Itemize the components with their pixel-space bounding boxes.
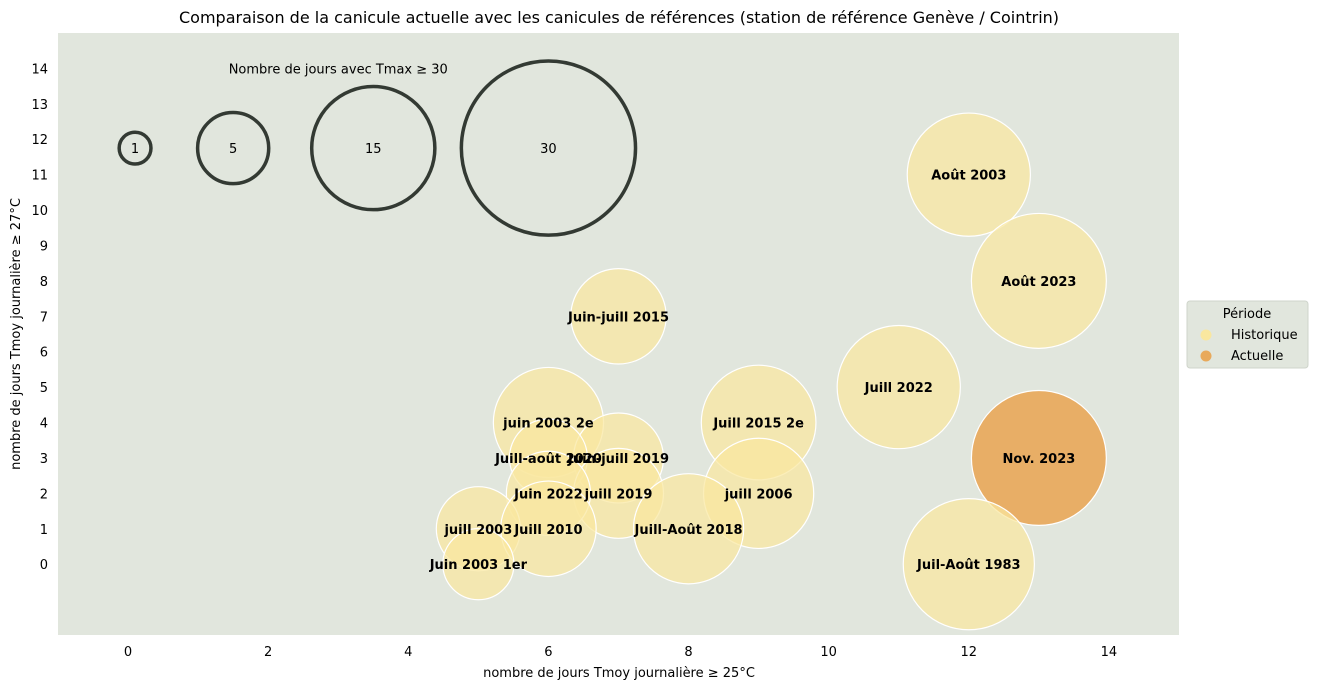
bubble (836, 324, 961, 450)
bubble (902, 498, 1035, 631)
y-tick-label: 11 (31, 169, 48, 184)
bubble-label: Juill-août 2020 (494, 452, 602, 467)
size-legend-ring (309, 84, 437, 212)
bubble (632, 473, 745, 585)
bubble-label: Juill 2022 (864, 381, 933, 396)
size-legend-title: Nombre de jours avec Tmax ≥ 30 (229, 62, 448, 77)
y-tick-label: 13 (31, 98, 48, 113)
bubble-label: Juin 2003 1er (429, 558, 528, 573)
x-axis-ticks: 0 2 4 6 8 10 12 14 (124, 645, 1117, 660)
size-legend: 1 5 15 30 (117, 59, 638, 237)
y-tick-label: 9 (40, 239, 48, 254)
bubble-label: Août 2023 (1001, 275, 1076, 290)
bubble-label: Août 2003 (931, 169, 1006, 184)
x-tick-label: 0 (124, 645, 132, 660)
x-axis-label: nombre de jours Tmoy journalière ≥ 25°C (483, 666, 755, 681)
bubble-label: Juill 2010 (513, 523, 582, 538)
legend-label-historique: Historique (1231, 328, 1298, 343)
bubble-label: Juin-juill 2019 (567, 452, 669, 467)
period-legend: Période Historique Actuelle (1186, 300, 1309, 369)
bubble (442, 528, 515, 601)
y-tick-label: 7 (40, 310, 48, 325)
x-tick-label: 10 (820, 645, 837, 660)
y-tick-label: 3 (40, 452, 48, 467)
legend-title: Période (1223, 307, 1272, 322)
size-legend-ring (117, 130, 153, 166)
bubble (906, 112, 1031, 237)
bubble-label: Nov. 2023 (1002, 452, 1075, 467)
bubble-label: Juil-Août 1983 (916, 558, 1021, 573)
bubble-label: Juill-Août 2018 (634, 523, 743, 538)
legend-box (1186, 300, 1309, 369)
bubble-label: juill 2003 (443, 523, 512, 538)
y-tick-label: 0 (40, 558, 48, 573)
bubble-label: juill 2006 (724, 487, 793, 502)
bubble (970, 389, 1107, 526)
chart-title: Comparaison de la canicule actuelle avec… (179, 8, 1059, 27)
bubble-series: Août 2003 Août 2023 Juin-juill 2015 Juill 2… (429, 112, 1107, 631)
bubble-label: juin 2003 2e (502, 417, 594, 432)
bubble-label: Juin-juill 2015 (567, 310, 669, 325)
y-axis-label: nombre de jours Tmoy journalière ≥ 27°C (9, 198, 24, 470)
x-tick-label: 4 (404, 645, 412, 660)
legend-marker-historique (1200, 329, 1212, 341)
x-tick-label: 6 (544, 645, 552, 660)
y-tick-label: 2 (40, 487, 48, 502)
bubble-label: juill 2019 (584, 487, 653, 502)
y-tick-label: 5 (40, 381, 48, 396)
y-tick-label: 4 (40, 417, 48, 432)
x-tick-label: 12 (961, 645, 978, 660)
bubble-label: Juill 2015 2e (712, 417, 804, 432)
y-tick-label: 6 (40, 346, 48, 361)
y-tick-label: 12 (31, 133, 48, 148)
legend-label-actuelle: Actuelle (1231, 349, 1283, 364)
y-tick-label: 8 (40, 275, 48, 290)
y-tick-label: 14 (31, 62, 48, 77)
bubble (500, 480, 597, 578)
size-legend-label: 30 (540, 142, 557, 157)
y-tick-label: 1 (40, 523, 48, 538)
y-tick-label: 10 (31, 204, 48, 219)
legend-marker-actuelle (1200, 350, 1212, 362)
size-legend-ring (195, 110, 271, 186)
bubble (970, 212, 1107, 349)
size-legend-ring (459, 59, 638, 237)
bubble (570, 267, 667, 365)
bubble-label: Juin 2022 (513, 487, 583, 502)
x-tick-label: 2 (264, 645, 272, 660)
x-tick-label: 8 (684, 645, 692, 660)
x-tick-label: 14 (1101, 645, 1118, 660)
size-legend-label: 1 (131, 142, 139, 157)
size-legend-label: 15 (365, 142, 382, 157)
size-legend-label: 5 (229, 142, 237, 157)
